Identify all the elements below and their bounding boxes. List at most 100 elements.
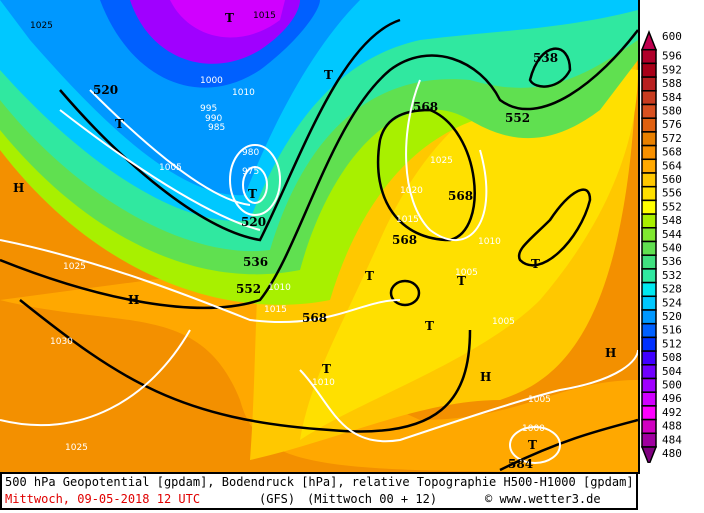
svg-text:H: H bbox=[128, 293, 139, 307]
pressure-isobars bbox=[0, 79, 638, 464]
legend-label-504: 504 bbox=[662, 365, 682, 378]
svg-text:536: 536 bbox=[243, 255, 268, 269]
legend-swatch-556 bbox=[641, 185, 657, 202]
legend-swatch-496 bbox=[641, 391, 657, 407]
legend-swatch-548 bbox=[641, 213, 657, 229]
legend-swatch-600 bbox=[640, 29, 658, 51]
map-caption: 500 hPa Geopotential [gpdam], Bodendruck… bbox=[0, 474, 638, 510]
copyright-link[interactable]: © www.wetter3.de bbox=[485, 492, 601, 506]
model-run: (Mittwoch 00 + 12) bbox=[307, 492, 438, 506]
svg-text:T: T bbox=[528, 438, 537, 452]
legend-swatch-492 bbox=[641, 405, 657, 421]
svg-text:1030: 1030 bbox=[50, 337, 73, 347]
svg-text:1015: 1015 bbox=[264, 305, 287, 315]
svg-text:1025: 1025 bbox=[30, 21, 53, 31]
svg-text:1025: 1025 bbox=[63, 262, 86, 272]
svg-text:520: 520 bbox=[241, 215, 266, 229]
svg-text:538: 538 bbox=[533, 51, 558, 65]
legend-swatch-484 bbox=[641, 432, 657, 448]
svg-text:1005: 1005 bbox=[455, 268, 478, 278]
legend-swatch-560 bbox=[641, 172, 657, 188]
valid-date: Mittwoch, 09-05-2018 12 UTC bbox=[5, 492, 201, 506]
legend-swatch-592 bbox=[641, 62, 657, 78]
legend-label-592: 592 bbox=[662, 63, 682, 76]
legend-swatch-524 bbox=[641, 295, 657, 311]
legend-swatch-508 bbox=[641, 350, 657, 366]
legend-label-572: 572 bbox=[662, 132, 682, 145]
svg-text:1010: 1010 bbox=[232, 88, 255, 98]
legend-label-500: 500 bbox=[662, 379, 682, 392]
svg-text:1025: 1025 bbox=[430, 156, 453, 166]
legend-swatch-488 bbox=[641, 418, 657, 435]
legend-label-560: 560 bbox=[662, 173, 682, 186]
svg-text:568: 568 bbox=[302, 311, 327, 325]
legend-swatch-596 bbox=[641, 48, 657, 65]
svg-text:1010: 1010 bbox=[478, 237, 501, 247]
svg-text:T: T bbox=[531, 257, 540, 271]
svg-text:584: 584 bbox=[508, 457, 533, 471]
legend-label-552: 552 bbox=[662, 200, 682, 213]
legend-swatch-480 bbox=[640, 446, 658, 463]
legend-label-596: 596 bbox=[662, 50, 682, 63]
legend-label-588: 588 bbox=[662, 77, 682, 90]
legend-swatch-544 bbox=[641, 227, 657, 243]
svg-text:1010: 1010 bbox=[312, 378, 335, 388]
legend-label-516: 516 bbox=[662, 324, 682, 337]
svg-text:1015: 1015 bbox=[396, 215, 419, 225]
svg-text:568: 568 bbox=[448, 189, 473, 203]
svg-text:990: 990 bbox=[205, 114, 222, 124]
svg-text:520: 520 bbox=[93, 83, 118, 97]
legend-label-480: 480 bbox=[662, 447, 682, 460]
legend-label-556: 556 bbox=[662, 187, 682, 200]
legend-swatch-584 bbox=[641, 90, 657, 106]
area-556 bbox=[300, 60, 638, 440]
legend-swatch-552 bbox=[641, 199, 657, 215]
svg-text:1005: 1005 bbox=[492, 317, 515, 327]
svg-text:1005: 1005 bbox=[159, 163, 182, 173]
svg-text:H: H bbox=[605, 346, 616, 360]
legend-label-528: 528 bbox=[662, 283, 682, 296]
legend-label-548: 548 bbox=[662, 214, 682, 227]
legend-label-580: 580 bbox=[662, 105, 682, 118]
legend-label-524: 524 bbox=[662, 296, 682, 309]
map-labels: 1025 1015 520 1005 1000 995 990 985 980 … bbox=[13, 11, 616, 471]
svg-text:T: T bbox=[225, 11, 234, 25]
legend-swatch-572 bbox=[641, 131, 657, 147]
legend-label-520: 520 bbox=[662, 310, 682, 323]
legend-swatch-500 bbox=[641, 377, 657, 393]
svg-text:995: 995 bbox=[200, 104, 217, 114]
legend-label-568: 568 bbox=[662, 146, 682, 159]
legend-label-488: 488 bbox=[662, 420, 682, 433]
weather-map: 1025 1015 520 1005 1000 995 990 985 980 … bbox=[0, 0, 640, 474]
svg-text:1000: 1000 bbox=[200, 76, 223, 86]
svg-text:T: T bbox=[322, 362, 331, 376]
svg-text:568: 568 bbox=[413, 100, 438, 114]
legend-swatch-564 bbox=[641, 158, 657, 174]
legend-label-600: 600 bbox=[662, 30, 682, 43]
svg-text:1005: 1005 bbox=[528, 395, 551, 405]
caption-title: 500 hPa Geopotential [gpdam], Bodendruck… bbox=[5, 475, 634, 489]
svg-text:1010: 1010 bbox=[268, 283, 291, 293]
legend-label-484: 484 bbox=[662, 433, 682, 446]
legend-label-540: 540 bbox=[662, 242, 682, 255]
model-name: (GFS) bbox=[259, 492, 296, 506]
svg-text:985: 985 bbox=[208, 123, 225, 133]
svg-text:H: H bbox=[13, 181, 24, 195]
legend-label-496: 496 bbox=[662, 392, 682, 405]
legend-swatch-512 bbox=[641, 336, 657, 352]
svg-text:552: 552 bbox=[505, 111, 530, 125]
legend-label-576: 576 bbox=[662, 118, 682, 131]
legend-swatch-580 bbox=[641, 103, 657, 119]
color-legend: 6005965925885845805765725685645605565525… bbox=[640, 29, 682, 463]
legend-swatch-504 bbox=[641, 364, 657, 380]
svg-text:1015: 1015 bbox=[253, 11, 276, 21]
legend-swatch-536 bbox=[641, 254, 657, 270]
svg-text:1020: 1020 bbox=[400, 186, 423, 196]
legend-label-564: 564 bbox=[662, 159, 682, 172]
legend-label-508: 508 bbox=[662, 351, 682, 364]
legend-swatch-516 bbox=[641, 322, 657, 339]
legend-label-512: 512 bbox=[662, 337, 682, 350]
svg-text:1025: 1025 bbox=[65, 443, 88, 453]
svg-text:552: 552 bbox=[236, 282, 261, 296]
svg-text:T: T bbox=[457, 274, 466, 288]
